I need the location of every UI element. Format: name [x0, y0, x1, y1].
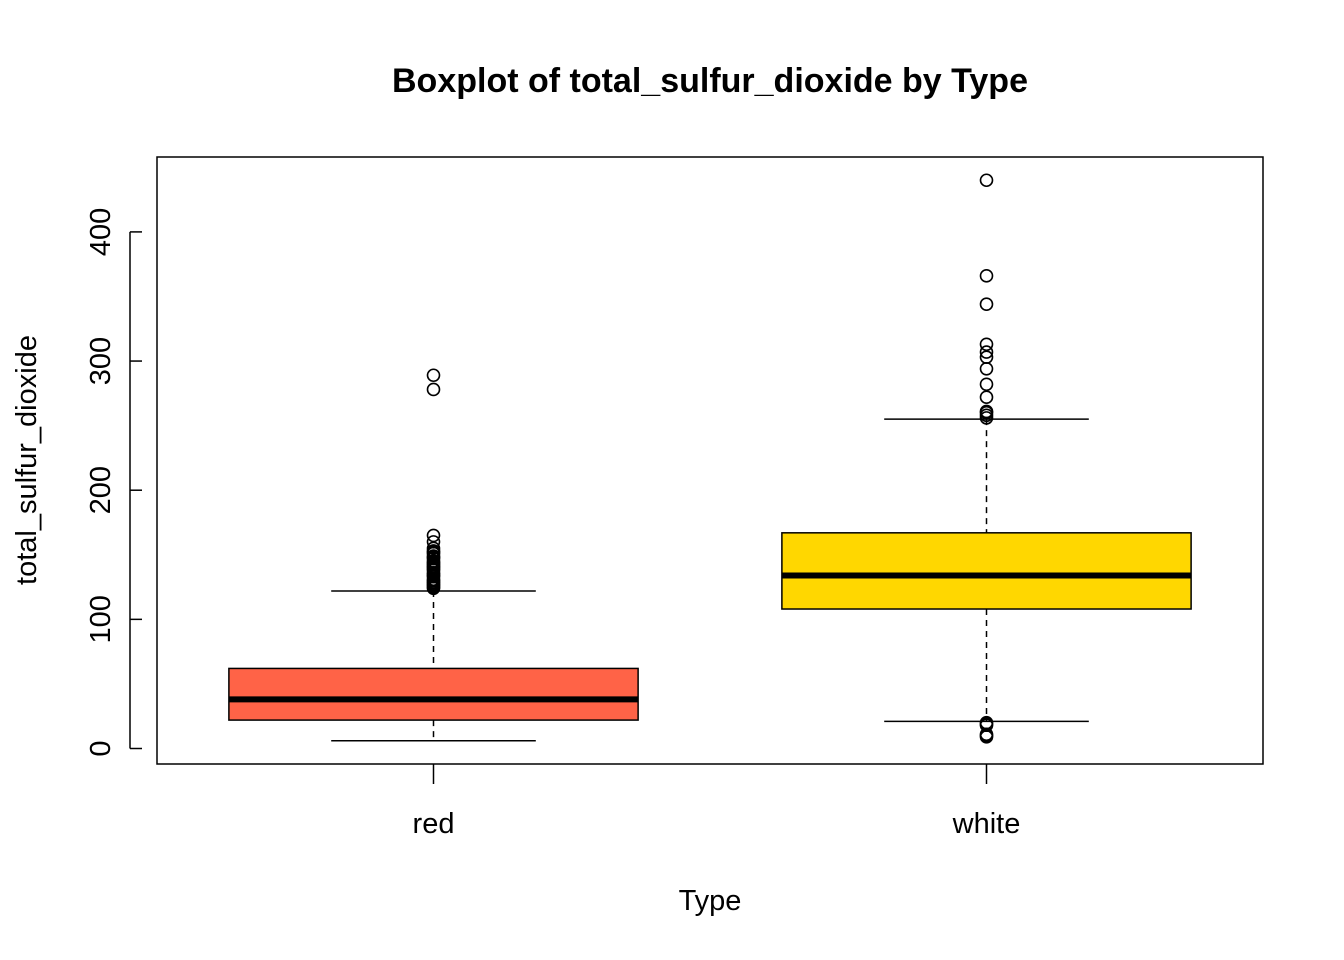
- outlier-point: [426, 368, 441, 383]
- x-axis: red white: [413, 764, 1021, 840]
- outlier-point: [979, 297, 994, 312]
- outlier-point: [979, 350, 994, 364]
- outlier-point: [426, 382, 441, 397]
- y-axis-label: total_sulfur_dioxide: [11, 335, 43, 585]
- chart-title: Boxplot of total_sulfur_dioxide by Type: [392, 62, 1028, 100]
- outlier-point: [979, 345, 994, 359]
- iqr-box: [781, 532, 1192, 610]
- box-white: [781, 173, 1192, 744]
- boxes-layer: [228, 173, 1192, 744]
- y-tick-label: 300: [85, 337, 117, 385]
- x-tick-label: white: [952, 808, 1021, 840]
- outlier-point: [979, 337, 994, 352]
- outlier-point: [979, 377, 994, 392]
- outlier-point: [979, 269, 994, 283]
- box-red: [228, 368, 639, 742]
- iqr-box: [228, 667, 639, 721]
- y-tick-label: 400: [85, 208, 117, 256]
- outlier-point: [979, 404, 994, 419]
- outlier-point: [979, 362, 994, 376]
- outlier-point: [979, 715, 994, 730]
- y-tick-label: 200: [85, 466, 117, 514]
- outlier-point: [426, 528, 441, 543]
- outlier-point: [426, 541, 441, 556]
- outlier-point: [979, 173, 994, 188]
- x-axis-label: Type: [679, 885, 742, 917]
- outlier-point: [426, 535, 441, 549]
- y-tick-label: 100: [85, 595, 117, 643]
- y-axis: 0 100 200 300 400: [85, 208, 142, 757]
- x-tick-label: red: [413, 808, 455, 840]
- plot-area-frame: [156, 156, 1264, 765]
- outlier-point: [979, 390, 994, 405]
- y-tick-label: 0: [85, 740, 117, 756]
